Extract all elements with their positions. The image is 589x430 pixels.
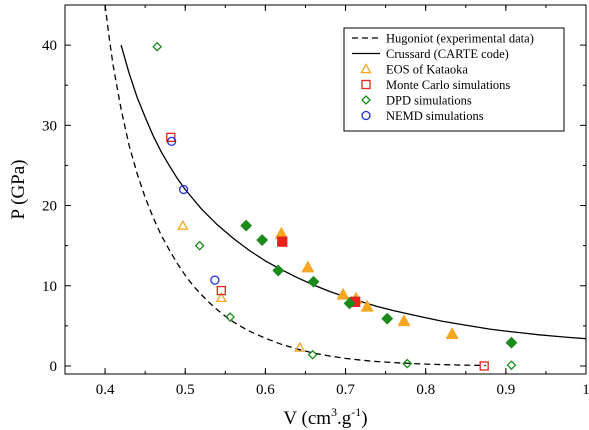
y-tick-label: 0 xyxy=(50,359,58,375)
dpd-point xyxy=(506,360,517,371)
y-tick-label: 30 xyxy=(42,118,57,134)
eos-kataoka-point xyxy=(215,291,227,303)
eos-kataoka-point xyxy=(301,260,315,273)
eos-kataoka-point xyxy=(397,314,411,327)
x-tick-label: 0.8 xyxy=(416,382,435,398)
x-axis-title-sup1: 3 xyxy=(331,405,337,419)
eos-kataoka-point xyxy=(360,299,374,312)
hugoniot-curve xyxy=(104,5,486,367)
legend-marker-circle xyxy=(361,110,371,121)
y-tick-label: 40 xyxy=(42,38,57,54)
x-axis-title: V (cm3.g-1) xyxy=(283,405,367,429)
x-axis-title-sup2: -1 xyxy=(351,405,361,419)
crussard-curve xyxy=(120,44,586,340)
legend-monte-carlo: Monte Carlo simulations xyxy=(386,78,510,92)
dpd-point xyxy=(194,240,205,251)
legend-box xyxy=(343,27,565,132)
monte-carlo-point xyxy=(216,285,226,296)
monte-carlo-point xyxy=(479,361,489,371)
plot-frame xyxy=(64,4,587,375)
dpd-point xyxy=(343,297,356,310)
dpd-point xyxy=(256,234,269,246)
nemd-point xyxy=(178,184,189,195)
y-tick-label: 10 xyxy=(42,279,57,295)
y-axis-title: P (GPa) xyxy=(8,160,29,220)
legend-eos-kataoka: EOS of Kataoka xyxy=(386,63,468,77)
x-tick-label: 0.6 xyxy=(256,382,275,398)
x-tick-label: 0.5 xyxy=(176,382,195,398)
dpd-point xyxy=(225,312,236,322)
legend-dpd: DPD simulations xyxy=(386,94,472,108)
x-axis-title-mid: .g xyxy=(337,408,352,429)
dpd-point xyxy=(307,349,318,360)
eos-kataoka-point xyxy=(336,287,350,300)
monte-carlo-point xyxy=(166,132,176,143)
dpd-point xyxy=(240,219,253,232)
dpd-point xyxy=(307,275,320,288)
x-axis-title-end: ) xyxy=(361,408,367,429)
legend-marker-triangle xyxy=(360,63,372,74)
y-tick-label: 20 xyxy=(42,199,57,215)
legend-hugoniot: Hugoniot (experimental data) xyxy=(386,32,534,46)
x-axis-title-base: V (cm xyxy=(283,408,331,429)
eos-kataoka-point xyxy=(177,219,189,230)
nemd-point xyxy=(210,275,220,285)
plot-marks xyxy=(104,5,586,371)
legend-marker-square xyxy=(361,79,371,90)
eos-kataoka-point xyxy=(445,327,459,339)
eos-kataoka-point xyxy=(294,341,306,352)
dpd-point xyxy=(381,312,394,325)
x-tick-label: 0.9 xyxy=(496,382,515,398)
x-tick-label: 0.4 xyxy=(96,382,115,398)
legend-nemd: NEMD simulations xyxy=(386,109,484,123)
x-tick-label: 1 xyxy=(582,382,589,398)
dpd-point xyxy=(505,336,518,349)
x-tick-label: 0.7 xyxy=(336,382,355,398)
legend: Hugoniot (experimental data)Crussard (CA… xyxy=(343,27,565,132)
monte-carlo-point xyxy=(277,236,288,247)
dpd-point xyxy=(152,41,163,52)
dpd-point xyxy=(402,358,413,369)
legend-marker-diamond xyxy=(361,95,371,105)
dpd-point xyxy=(272,264,285,277)
legend-crussard: Crussard (CARTE code) xyxy=(386,47,509,61)
nemd-point xyxy=(166,136,177,147)
